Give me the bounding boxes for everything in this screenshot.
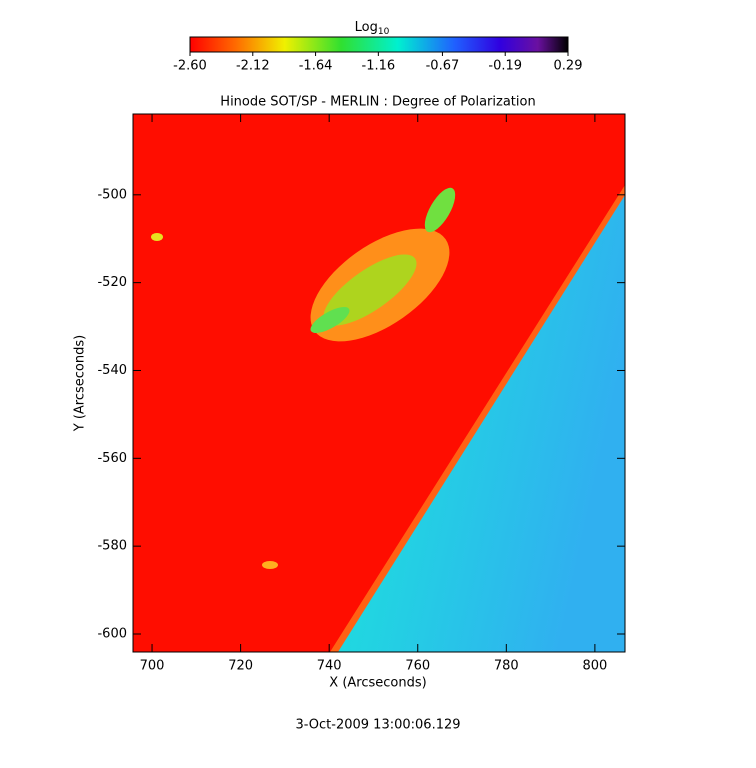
x-axis-label: X (Arcseconds) <box>329 676 426 691</box>
y-tick-label: -600 <box>97 626 127 641</box>
colorbar-tick-label: -2.12 <box>236 59 270 74</box>
x-tick-label: 800 <box>582 659 607 674</box>
colorbar-tick-label: -0.67 <box>426 59 460 74</box>
colorbar-tick-label: 0.29 <box>554 59 583 74</box>
y-axis-label: Y (Arcseconds) <box>73 335 88 432</box>
x-tick-label: 780 <box>494 659 519 674</box>
heatmap-image <box>133 114 625 652</box>
plot-frame <box>132 113 626 653</box>
x-tick-label: 720 <box>228 659 253 674</box>
y-tick-label: -580 <box>97 539 127 554</box>
colorbar-tick-label: -0.19 <box>488 59 522 74</box>
y-tick-label: -500 <box>97 187 127 202</box>
y-tick-label: -520 <box>97 275 127 290</box>
colorbar <box>189 36 569 53</box>
x-tick-label: 760 <box>405 659 430 674</box>
x-tick-label: 700 <box>140 659 165 674</box>
colorbar-tick-label: -1.64 <box>299 59 333 74</box>
annotation: 3-Oct-2009 13:00:06.129 <box>295 718 460 733</box>
colorbar-label: Log10 <box>355 20 390 37</box>
x-tick-label: 740 <box>317 659 342 674</box>
colorbar-tick-label: -2.60 <box>173 59 207 74</box>
chart-title: Hinode SOT/SP - MERLIN : Degree of Polar… <box>220 95 535 110</box>
y-tick-label: -560 <box>97 451 127 466</box>
y-tick-label: -540 <box>97 363 127 378</box>
colorbar-tick-label: -1.16 <box>362 59 396 74</box>
